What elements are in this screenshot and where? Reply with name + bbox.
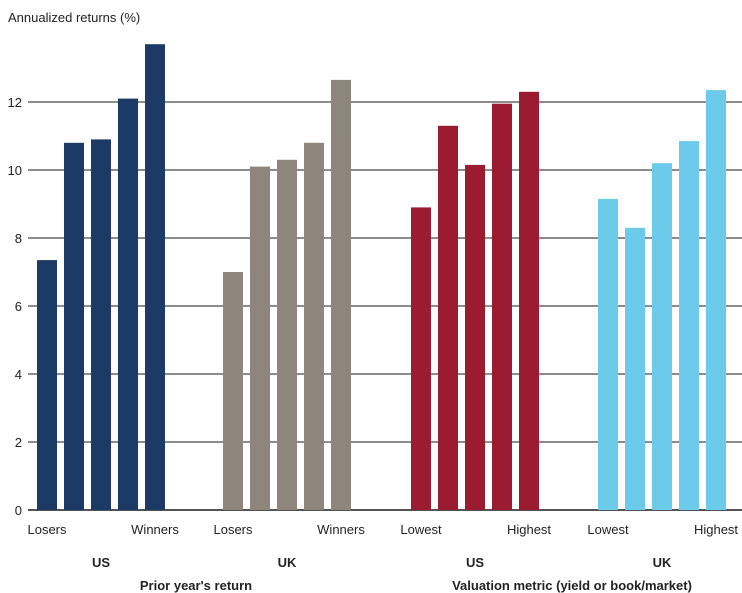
x-label-2-start: Lowest — [400, 522, 442, 537]
bar-2-1 — [438, 125, 458, 511]
x-label-2-end: Highest — [507, 522, 551, 537]
bar-3-3 — [679, 141, 699, 510]
group-label-1: UK — [278, 555, 297, 570]
section-label-valuation-metric: Valuation metric (yield or book/market) — [452, 578, 692, 593]
bar-2-2 — [465, 164, 485, 510]
y-tick-label-12: 12 — [8, 95, 22, 110]
y-tick-label-2: 2 — [15, 435, 22, 450]
group-label-2: US — [466, 555, 484, 570]
bars — [37, 44, 726, 511]
bar-2-4 — [519, 91, 539, 511]
bar-1-0 — [223, 272, 243, 510]
y-tick-label-10: 10 — [8, 163, 22, 178]
bar-0-1 — [64, 142, 84, 511]
x-label-0-start: Losers — [27, 522, 67, 537]
bar-0-0 — [37, 260, 57, 510]
x-label-1-start: Losers — [213, 522, 253, 537]
bar-1-1 — [250, 166, 270, 510]
x-label-3-end: Highest — [694, 522, 738, 537]
group-label-0: US — [92, 555, 110, 570]
y-tick-label-0: 0 — [15, 503, 22, 518]
y-tick-label-8: 8 — [15, 231, 22, 246]
bar-3-2 — [652, 163, 672, 510]
y-axis-label: Annualized returns (%) — [8, 10, 140, 25]
group-label-3: UK — [653, 555, 672, 570]
x-label-3-start: Lowest — [587, 522, 629, 537]
group-labels: US UK US UK — [92, 555, 672, 570]
y-tick-label-4: 4 — [15, 367, 22, 382]
bar-0-3 — [118, 98, 138, 510]
bar-0-4 — [145, 44, 165, 510]
bar-3-1 — [625, 227, 645, 511]
y-tick-label-6: 6 — [15, 299, 22, 314]
section-label-prior-year-return: Prior year's return — [140, 578, 252, 593]
x-labels: Losers Winners Losers Winners Lowest Highest L… — [27, 522, 738, 537]
x-label-0-end: Winners — [131, 522, 179, 537]
x-label-1-end: Winners — [317, 522, 365, 537]
bar-1-2 — [277, 159, 297, 511]
bar-0-2 — [91, 139, 111, 510]
bar-1-4 — [331, 79, 351, 511]
bar-1-3 — [304, 142, 324, 511]
bar-2-0 — [411, 207, 431, 510]
y-tick-labels: 0 2 4 6 8 10 12 — [8, 95, 22, 518]
bar-3-4 — [706, 90, 726, 510]
bar-3-0 — [598, 198, 618, 510]
bar-2-3 — [492, 103, 512, 510]
